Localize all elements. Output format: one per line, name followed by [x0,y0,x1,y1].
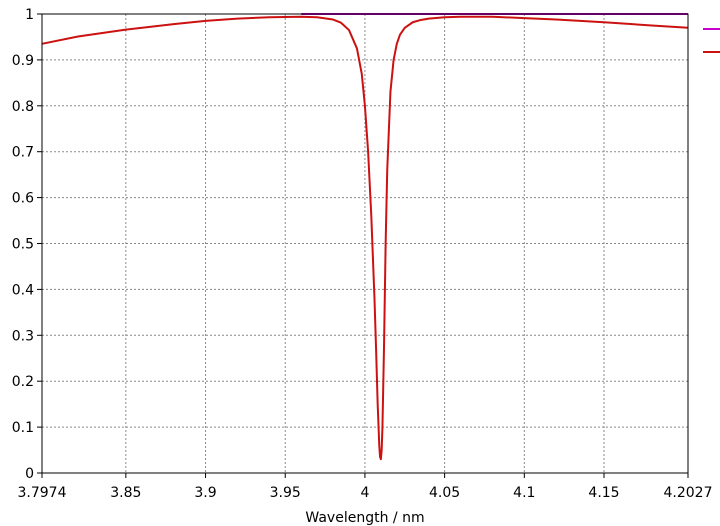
y-tick-label: 0.7 [12,145,34,161]
x-tick-label: 3.85 [110,485,141,501]
x-tick-label: 3.9 [194,485,216,501]
x-tick-label: 4.2027 [664,485,713,501]
y-tick-label: 0.8 [12,99,34,115]
y-tick-label: 0.9 [12,53,34,69]
x-tick-label: 4 [360,485,369,501]
y-tick-label: 0 [25,466,34,482]
x-tick-label: 4.1 [513,485,535,501]
series-line-2 [41,15,689,461]
grid [42,14,688,473]
legend [703,28,720,53]
y-tick-labels: 0 0.1 0.2 0.3 0.4 0.5 0.6 0.7 0.8 0.9 1 [12,7,34,482]
x-tick-label: 4.05 [429,485,460,501]
y-tick-label: 0.5 [12,237,34,253]
x-tick-label: 4.15 [588,485,619,501]
x-tick-labels: 3.7974 3.85 3.9 3.95 4 4.05 4.1 4.15 4.2027 [18,485,713,501]
y-tick-label: 0.2 [12,374,34,390]
x-axis-title: Wavelength / nm [305,510,424,526]
x-tick-label: 3.7974 [18,485,67,501]
y-tick-label: 0.4 [12,282,34,298]
y-tick-label: 0.6 [12,191,34,207]
y-tick-label: 1 [25,7,34,23]
x-tick-label: 3.95 [270,485,301,501]
ticks [37,13,689,478]
y-tick-label: 0.1 [12,420,34,436]
y-tick-label: 0.3 [12,328,34,344]
